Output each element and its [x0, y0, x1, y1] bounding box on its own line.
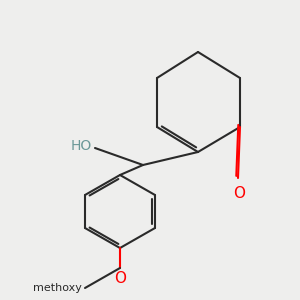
Text: HO: HO	[71, 140, 92, 154]
Text: O: O	[114, 271, 126, 286]
Text: methoxy: methoxy	[33, 283, 82, 293]
Text: O: O	[233, 185, 245, 200]
